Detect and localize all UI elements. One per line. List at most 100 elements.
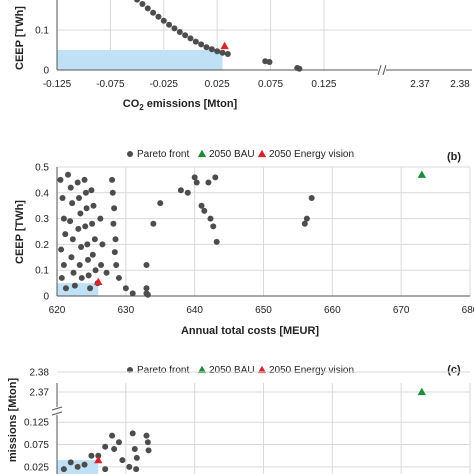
panel-c-ylabel: missions [Mton] — [7, 378, 19, 463]
panel-b-pareto-point-29 — [85, 272, 92, 279]
panel-c-pareto-point-5 — [95, 452, 102, 459]
panel-b-pareto-point-25 — [83, 205, 90, 212]
panel-b-pareto-point-57 — [157, 200, 164, 207]
panel-a-xtick-right-0: 2.37 — [410, 79, 430, 90]
panel-b-pareto-point-59 — [184, 189, 191, 196]
panel-a-pareto-point-19 — [187, 35, 194, 42]
panel-c-label: (c) — [447, 364, 461, 376]
legend-item-2-label: 2050 Energy vision — [269, 149, 354, 160]
panel-b-pareto-point-9 — [67, 184, 74, 191]
panel-b-pareto-point-65 — [207, 215, 214, 222]
panel-b-pareto-point-4 — [58, 246, 65, 253]
panel-b-pareto-point-61 — [193, 179, 200, 186]
panel-a-feasible-region — [57, 50, 223, 70]
panel-b-pareto-point-58 — [177, 187, 184, 194]
panel-b-pareto-point-7 — [62, 285, 69, 292]
panel-b-pareto-point-70 — [303, 215, 310, 222]
panel-a-pareto-point-15 — [166, 21, 173, 28]
panel-c-pareto-point-15 — [145, 447, 152, 454]
panel-b-pareto-point-71 — [308, 194, 315, 201]
panel-b-pareto-point-10 — [69, 200, 76, 207]
panel-b-pareto-point-67 — [212, 174, 219, 181]
legend-item-2-label: 2050 Energy vision — [269, 365, 354, 376]
panel-c-ytick-high-1: 2.38 — [30, 368, 50, 379]
panel-c-axis-break-mark-2 — [51, 411, 63, 416]
panel-b-pareto-point-8 — [65, 171, 72, 178]
panel-b-ytick-3: 0.3 — [35, 214, 49, 225]
panel-b-pareto-point-48 — [113, 262, 120, 269]
panel-b-pareto-point-46 — [112, 236, 119, 243]
panel-b-pareto-point-47 — [111, 249, 118, 256]
panel-a-pareto-point-30 — [296, 65, 303, 72]
panel-a-pareto-point-11 — [144, 5, 151, 12]
panel-b-pareto-point-28 — [84, 256, 91, 263]
panel-b-pareto-point-23 — [81, 176, 88, 183]
panel-b-pareto-point-66 — [210, 223, 217, 230]
panel-a-pareto-point-25 — [219, 49, 226, 56]
legend-item-1-label: 2050 BAU — [209, 365, 255, 376]
panel-a-pareto-point-21 — [198, 41, 205, 48]
legend-item-0-label: Pareto front — [137, 365, 189, 376]
panel-c-pareto-point-8 — [111, 446, 118, 452]
panel-a-pareto-point-26 — [224, 51, 231, 57]
panel-b-pareto-point-20 — [78, 243, 85, 250]
panel-c-ytick-high-0: 2.37 — [30, 388, 50, 399]
panel-b-pareto-point-2 — [60, 215, 67, 222]
panel-b-xtick-1: 630 — [117, 305, 134, 316]
panel-a-axis-break-mark-2 — [382, 64, 387, 76]
panel-c: (c) missions [Mton] Pareto front 2050 BAU… — [7, 364, 471, 474]
panel-c-axis-break — [51, 407, 63, 415]
panel-a-axis-break-mark-1 — [377, 64, 382, 76]
panel-c-pareto-point-11 — [131, 446, 138, 452]
panel-a-xtick-5: 0.125 — [311, 79, 336, 90]
panel-a-pareto-point-17 — [176, 29, 183, 35]
panel-c-pareto-point-4 — [88, 452, 95, 459]
panel-b-pareto-point-27 — [84, 241, 91, 248]
panel-b-pareto-point-0 — [57, 176, 64, 183]
panel-b-pareto-point-42 — [109, 176, 116, 183]
panel-a-xtick-1: -0.075 — [96, 79, 125, 90]
panel-b-pareto-point-6 — [58, 274, 65, 281]
legend-item-2-marker — [257, 149, 267, 158]
panel-a-energy-vision-marker — [220, 41, 229, 50]
panel-b-pareto-point-51 — [129, 290, 136, 297]
panel-c-pareto-point-16 — [119, 457, 126, 464]
panel-a-xlabel: CO2 emissions [Mton] — [123, 98, 238, 112]
panel-c-pareto-point-7 — [109, 432, 116, 439]
panel-b-pareto-point-5 — [60, 262, 67, 269]
legend-item-1-marker — [197, 365, 207, 374]
panel-c-pareto-point-18 — [102, 466, 109, 473]
panel-b-xtick-4: 660 — [324, 305, 341, 316]
panel-b-pareto-point-34 — [91, 236, 98, 243]
panel-c-pareto-point-3 — [81, 461, 88, 468]
panel-b-pareto-point-32 — [90, 202, 97, 209]
panel-b-pareto-point-44 — [111, 205, 118, 212]
panel-a-xtick-2: -0.025 — [150, 79, 179, 90]
panel-b-pareto-point-60 — [191, 174, 198, 181]
panel-a-axis-break — [378, 64, 386, 76]
panel-b-pareto-point-1 — [59, 194, 66, 201]
panel-b-xtick-3: 650 — [255, 305, 272, 316]
panel-c-pareto-point-2 — [74, 463, 81, 470]
panel-b-pareto-point-43 — [109, 189, 116, 196]
panel-b-pareto-point-39 — [99, 241, 106, 248]
panel-b-label: (b) — [447, 151, 461, 163]
panel-b-pareto-point-52 — [143, 285, 150, 292]
panel-b-pareto-point-17 — [76, 194, 83, 201]
panel-b-bau-marker — [417, 170, 427, 178]
panel-b-pareto-point-19 — [75, 225, 82, 232]
panel-a: CEEP [TWh] CO2 emissions [Mton] 00.10.2-… — [14, 0, 472, 112]
panel-b-pareto-point-33 — [89, 220, 96, 227]
panel-a-pareto-point-16 — [171, 25, 178, 32]
panel-a-pareto-point-9 — [134, 0, 141, 3]
panel-c-pareto-point-6 — [102, 443, 109, 450]
panel-b-ytick-1: 0.1 — [35, 266, 49, 277]
panel-a-pareto-point-18 — [182, 32, 189, 39]
panel-b-pareto-point-41 — [103, 269, 110, 276]
panel-a-pareto-point-22 — [203, 44, 210, 51]
panel-a-xtick-0: -0.125 — [43, 79, 72, 90]
panel-b-pareto-point-55 — [143, 262, 150, 269]
panel-b-pareto-point-35 — [89, 251, 96, 258]
panel-b-pareto-point-18 — [77, 210, 84, 217]
